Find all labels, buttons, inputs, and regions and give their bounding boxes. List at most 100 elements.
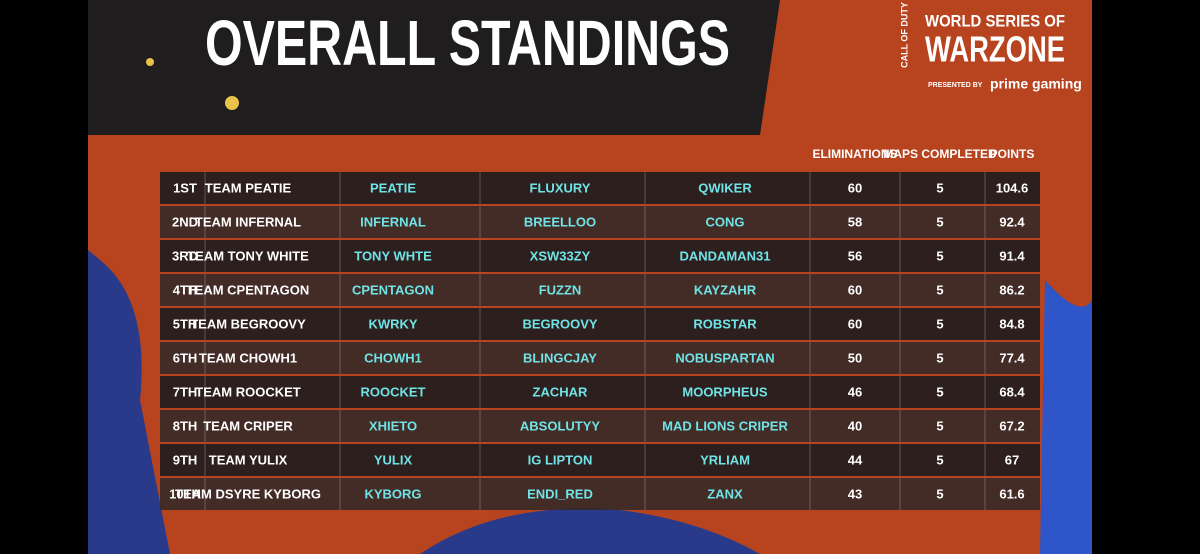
maps: 5 [936,248,943,263]
logo-brand: CALL OF DUTY [899,2,909,68]
rock [420,508,760,554]
team: TEAM PEATIE [205,180,292,195]
player: PEATIE [370,180,416,195]
player: BREELLOO [524,214,596,229]
eliminations: 60 [848,282,862,297]
team: TEAM DSYRE KYBORG [175,486,321,501]
player: CHOWH1 [364,350,422,365]
team: TEAM CPENTAGON [187,282,310,297]
team: TEAM CRIPER [203,418,293,433]
column-header: POINTS [990,147,1035,161]
player: BLINGCJAY [523,350,597,365]
player: FLUXURY [530,180,591,195]
player: TONY WHTE [354,248,432,263]
player: ZANX [707,486,743,501]
rank: 9TH [173,452,198,467]
player: YRLIAM [700,452,750,467]
points: 68.4 [999,384,1025,399]
player: ROOCKET [361,384,426,399]
maps: 5 [936,282,943,297]
player: QWIKER [698,180,752,195]
eliminations: 43 [848,486,862,501]
logo-series: WORLD SERIES OF [925,11,1065,30]
points: 92.4 [999,214,1025,229]
rank: 7TH [173,384,198,399]
row-band [160,376,1040,408]
maps: 5 [936,350,943,365]
rank: 2ND [172,214,198,229]
rank: 1ST [173,180,197,195]
maps: 5 [936,214,943,229]
eliminations: 44 [848,452,863,467]
eliminations: 50 [848,350,862,365]
row-band [160,274,1040,306]
player: YULIX [374,452,413,467]
player: IG LIPTON [528,452,593,467]
points: 67.2 [999,418,1024,433]
team: TEAM ROOCKET [195,384,301,399]
row-band [160,410,1040,442]
player: KWRKY [368,316,417,331]
column-header: ELIMINATIONS [812,147,897,161]
player: BEGROOVY [522,316,597,331]
points: 104.6 [996,180,1029,195]
player: KAYZAHR [694,282,757,297]
row-band [160,444,1040,476]
points: 86.2 [999,282,1024,297]
logo-presented: PRESENTED BY [928,82,983,89]
team: TEAM BEGROOVY [190,316,306,331]
player: XSW33ZY [530,248,591,263]
points: 91.4 [999,248,1025,263]
team: TEAM CHOWH1 [199,350,297,365]
row-band [160,342,1040,374]
points: 84.8 [999,316,1024,331]
player: DANDAMAN31 [679,248,770,263]
points: 67 [1005,452,1019,467]
player: CONG [706,214,745,229]
logo-sponsor: prime gaming [990,76,1082,92]
player: ABSOLUTYY [520,418,601,433]
player: NOBUSPARTAN [675,350,774,365]
team: TEAM TONY WHITE [187,248,309,263]
team: TEAM YULIX [209,452,288,467]
logo-name: WARZONE [925,29,1065,70]
eliminations: 46 [848,384,862,399]
confetti [146,58,154,66]
maps: 5 [936,418,943,433]
rank: 5TH [173,316,198,331]
eliminations: 60 [848,180,862,195]
chain [1040,280,1092,554]
player: ZACHAR [533,384,588,399]
team: TEAM INFERNAL [195,214,301,229]
player: ENDI_RED [527,486,593,501]
eliminations: 60 [848,316,862,331]
row-band [160,172,1040,204]
eliminations: 40 [848,418,862,433]
player: KYBORG [364,486,421,501]
row-band [160,206,1040,238]
rank: 3RD [172,248,198,263]
eliminations: 56 [848,248,862,263]
maps: 5 [936,486,943,501]
maps: 5 [936,384,943,399]
rank: 4TH [173,282,198,297]
row-band [160,240,1040,272]
maps: 5 [936,180,943,195]
rank: 8TH [173,418,198,433]
maps: 5 [936,452,943,467]
player: ROBSTAR [693,316,757,331]
player: FUZZN [539,282,582,297]
points: 61.6 [999,486,1024,501]
rank: 10TH [169,486,201,501]
row-band [160,478,1040,510]
player: MOORPHEUS [682,384,768,399]
row-band [160,308,1040,340]
confetti [225,96,239,110]
title: OVERALL STANDINGS [205,7,730,79]
title-panel [88,0,780,135]
rock [88,250,170,554]
eliminations: 58 [848,214,862,229]
column-header: MAPS COMPLETED [883,147,997,161]
